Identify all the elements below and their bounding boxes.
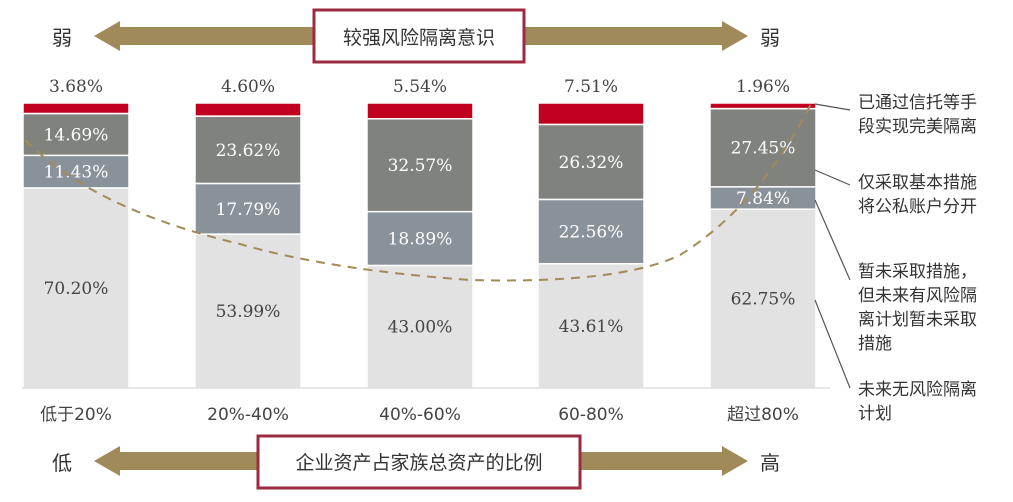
bar-value-label: 70.20% xyxy=(44,279,109,299)
legend-leader-line xyxy=(814,103,851,111)
trend-curve xyxy=(24,101,813,282)
bar-top-value-label: 7.51% xyxy=(564,77,618,97)
bottom-banner: 低 企业资产占家族总资产的比例 高 xyxy=(52,434,780,490)
bar-segment-none xyxy=(709,208,817,389)
x-tick-label: 40%-60% xyxy=(379,405,461,425)
legend-label: 段实现完美隔离 xyxy=(858,117,977,137)
bar-segment-basic xyxy=(366,118,474,213)
bar-value-label: 62.75% xyxy=(731,290,796,310)
x-tick-label: 20%-40% xyxy=(207,405,289,425)
top-labels-group: 3.68% 4.60% 5.54% 7.51% 1.96% xyxy=(49,77,790,97)
bar-top-value-label: 4.60% xyxy=(221,77,275,97)
bar-segment-basic xyxy=(537,123,645,201)
bar-segment-trust xyxy=(537,102,645,126)
legend-label: 仅采取基本措施 xyxy=(858,173,977,193)
bar-value-label: 43.00% xyxy=(388,318,453,338)
top-banner: 弱 较强风险隔离意识 弱 xyxy=(52,8,780,64)
legend-label: 计划 xyxy=(858,404,892,424)
bar-value-label: 18.89% xyxy=(388,230,453,250)
bars-group: 70.20% 11.43% 14.69% 53.99% 17.79% 23.62% 43.0… xyxy=(22,102,817,389)
bar-value-label: 26.32% xyxy=(559,153,624,173)
bar-top-value-label: 3.68% xyxy=(49,77,103,97)
legend-label: 但未来有风险隔 xyxy=(858,286,977,306)
bar-value-label: 27.45% xyxy=(731,139,796,159)
top-banner-right-label: 弱 xyxy=(760,26,780,50)
top-banner-frame xyxy=(312,8,526,64)
x-tick-label: 超过80% xyxy=(727,405,799,425)
bottom-banner-frame xyxy=(256,434,582,490)
bar-segment-trust xyxy=(709,102,817,110)
bar-segment-plan xyxy=(22,154,130,189)
legend-label: 未来无风险隔离 xyxy=(858,380,977,400)
bar-top-value-label: 5.54% xyxy=(393,77,447,97)
bar-top-value-label: 1.96% xyxy=(736,77,790,97)
bottom-banner-title: 企业资产占家族总资产的比例 xyxy=(295,452,542,474)
bar-value-label: 11.43% xyxy=(44,163,109,183)
top-banner-left-label: 弱 xyxy=(52,26,72,50)
bar-segment-basic xyxy=(709,107,817,188)
bar-value-label: 14.69% xyxy=(44,125,109,145)
bar-value-label: 32.57% xyxy=(388,156,453,176)
legend-leader-line xyxy=(814,299,851,389)
bar-segment-plan xyxy=(537,198,645,265)
legend-leader-line xyxy=(814,199,851,281)
bar-segment-basic xyxy=(194,115,302,185)
legend-label: 离计划暂未采取 xyxy=(858,310,977,330)
bar-value-label: 17.79% xyxy=(216,200,281,220)
legend-label: 措施 xyxy=(858,334,892,354)
bar-value-label: 53.99% xyxy=(216,302,281,322)
x-tick-label: 低于20% xyxy=(40,405,112,425)
bar-segment-plan xyxy=(366,210,474,267)
bar-value-label: 22.56% xyxy=(559,223,624,243)
bar-segment-trust xyxy=(22,102,130,115)
bottom-banner-right-label: 高 xyxy=(760,451,780,475)
legend-label: 已通过信托等手 xyxy=(858,93,977,113)
bar-segment-trust xyxy=(194,102,302,117)
legend-leader-line xyxy=(814,169,851,186)
legend-label: 将公私账户分开 xyxy=(858,197,977,217)
bar-value-label: 43.61% xyxy=(559,317,624,337)
x-tick-label: 60-80% xyxy=(558,405,624,425)
bar-segment-trust xyxy=(366,102,474,120)
legend-label: 暂未采取措施， xyxy=(858,262,977,282)
bottom-banner-left-label: 低 xyxy=(52,451,72,475)
x-tick-labels: 低于20% 20%-40% 40%-60% 60-80% 超过80% xyxy=(40,405,799,425)
bar-value-label: 7.84% xyxy=(736,189,790,209)
bar-value-label: 23.62% xyxy=(216,141,281,161)
top-banner-title: 较强风险隔离意识 xyxy=(343,27,495,49)
